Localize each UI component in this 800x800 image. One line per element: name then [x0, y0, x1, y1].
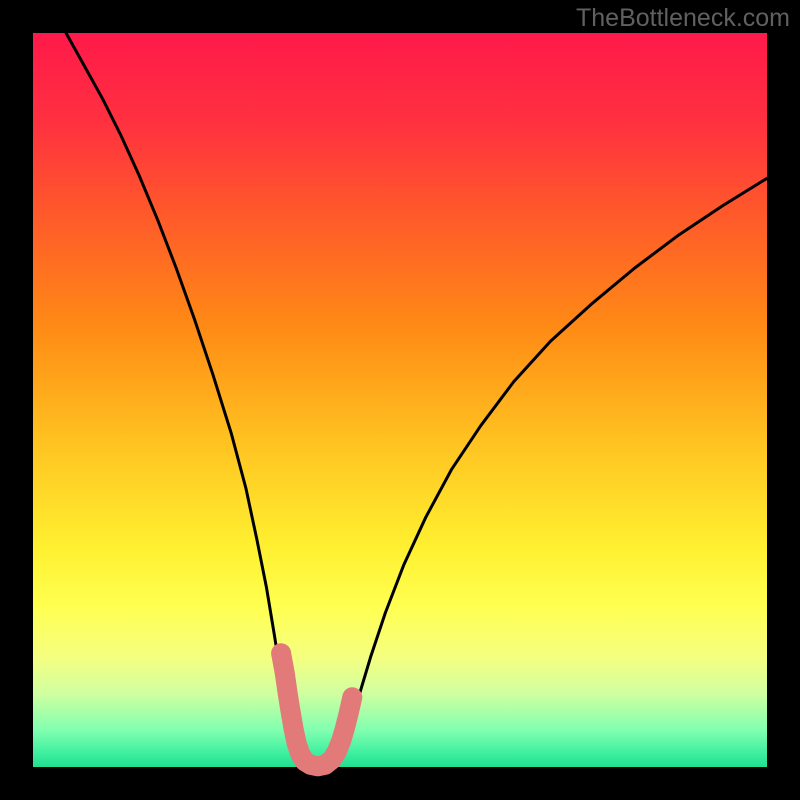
watermark-text: TheBottleneck.com	[576, 4, 790, 33]
chart-svg	[0, 0, 800, 800]
bottleneck-chart: TheBottleneck.com	[0, 0, 800, 800]
